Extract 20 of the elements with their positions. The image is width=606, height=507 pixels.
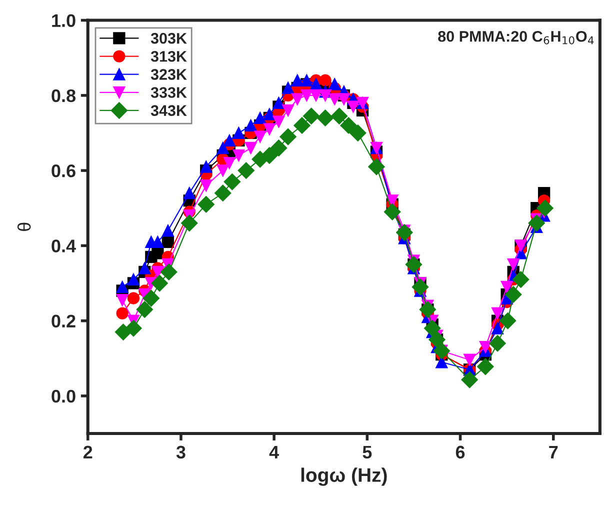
y-tick-label: 0.8 bbox=[52, 89, 76, 102]
legend-label: 343K bbox=[150, 105, 187, 116]
y-tick-label: 0.6 bbox=[52, 164, 76, 178]
legend-label: 323K bbox=[150, 69, 187, 80]
annotation: 80 PMMA:20 C$_{6}$H$_{10}$O$_{4}$ bbox=[438, 30, 594, 44]
y-axis-title: θ bbox=[17, 222, 31, 231]
x-tick-label: 2 bbox=[83, 446, 92, 458]
x-tick-label: 4 bbox=[269, 446, 279, 458]
legend-label: 313K bbox=[150, 50, 187, 62]
y-tick-label: 0.4 bbox=[52, 240, 76, 252]
x-tick-label: 6 bbox=[456, 446, 465, 459]
y-tick-label: 0.2 bbox=[52, 314, 76, 328]
x-tick-label: 7 bbox=[549, 446, 558, 458]
x-tick-label: 3 bbox=[176, 446, 186, 459]
legend-label: 303K bbox=[150, 32, 187, 44]
x-tick-label: 5 bbox=[362, 446, 372, 459]
legend-label: 333K bbox=[150, 87, 187, 98]
y-tick-label: 0.0 bbox=[52, 390, 76, 403]
y-tick-label: 1.0 bbox=[52, 14, 76, 27]
x-axis-title: logω (Hz) bbox=[301, 468, 387, 486]
